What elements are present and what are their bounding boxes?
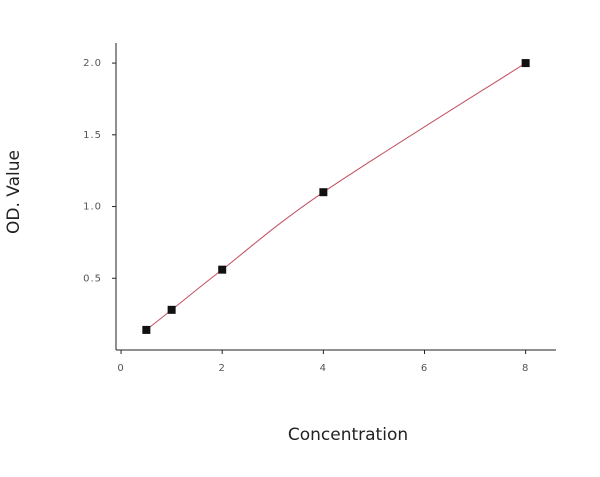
y-tick-label: 1.5 [83,130,102,141]
data-point [167,305,176,314]
data-point [521,59,530,68]
data-point [142,325,151,334]
y-tick-label: 0.5 [83,273,102,284]
fit-curve [146,62,526,331]
x-tick-label: 4 [320,363,327,374]
y-tick-label: 1.0 [83,202,102,213]
x-tick-label: 2 [219,363,226,374]
x-axis-title: Concentration [288,425,408,445]
x-tick-label: 8 [522,363,529,374]
y-axis-title: OD. Value [4,150,24,234]
data-point [218,265,227,274]
x-tick-label: 0 [117,363,124,374]
x-tick-label: 6 [421,363,428,374]
y-tick-label: 2.0 [83,58,102,69]
data-point [319,188,328,197]
